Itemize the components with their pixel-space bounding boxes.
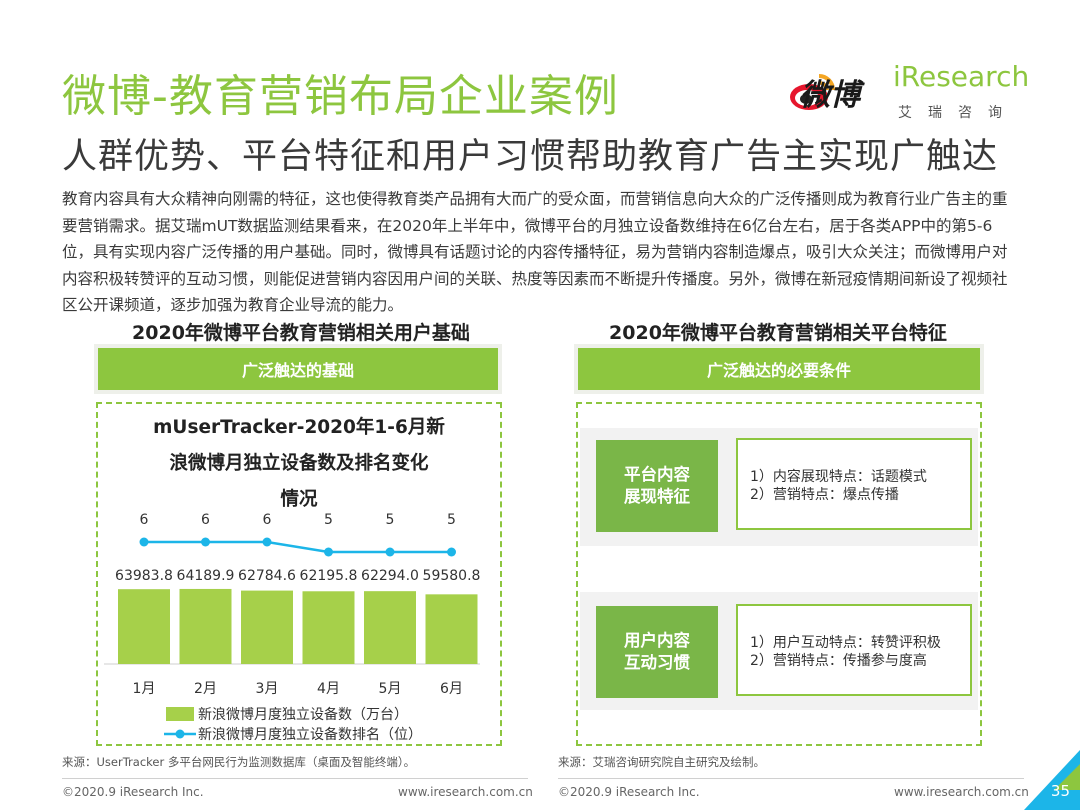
feature-desc-user-line-2: 2）营销特点：传播参与度高 xyxy=(750,653,927,669)
rank-point-4 xyxy=(324,547,333,557)
rank-point-2 xyxy=(201,537,210,547)
legend-line-marker xyxy=(175,729,185,739)
feature-desc-user-line-1: 1）用户互动特点：转赞评积极 xyxy=(750,635,941,651)
feature-label-user-line-2: 互动习惯 xyxy=(624,653,690,672)
bar-value-label-3: 62784.6 xyxy=(238,568,296,584)
bar-1 xyxy=(118,589,170,664)
x-tick-label-5: 5月 xyxy=(379,681,402,697)
right-banner: 广泛触达的必要条件 xyxy=(578,348,980,390)
x-tick-label-4: 4月 xyxy=(317,681,340,697)
weibo-logo-text: 微博 xyxy=(800,78,860,113)
feature-desc-platform-line-2: 2）营销特点：爆点传播 xyxy=(750,487,899,503)
x-tick-label-1: 1月 xyxy=(133,681,156,697)
feature-label-platform-line-1: 平台内容 xyxy=(624,465,690,484)
page-subtitle: 人群优势、平台特征和用户习惯帮助教育广告主实现广触达 xyxy=(62,137,999,177)
page-number: 35 xyxy=(1050,782,1070,800)
bar-5 xyxy=(364,591,416,664)
bar-value-label-5: 62294.0 xyxy=(361,568,419,584)
rank-point-5 xyxy=(385,547,395,557)
footer-copyright-left: ©2020.9 iResearch Inc. xyxy=(62,785,204,799)
rank-value-label-4: 5 xyxy=(324,512,333,528)
page-title: 微博-教育营销布局企业案例 xyxy=(62,71,619,122)
x-tick-label-6: 6月 xyxy=(440,681,463,697)
intro-paragraph: 教育内容具有大众精神向刚需的特征，这也使得教育类产品拥有大而广的受众面，而营销信… xyxy=(62,190,1008,314)
x-tick-label-3: 3月 xyxy=(256,681,279,697)
bar-value-label-1: 63983.8 xyxy=(115,568,173,584)
chart-title-line-1: mUserTracker-2020年1-6月新 xyxy=(153,417,445,438)
footer-copyright-right: ©2020.9 iResearch Inc. xyxy=(558,785,700,799)
footer-divider-right xyxy=(558,778,1024,779)
rank-value-label-2: 6 xyxy=(201,512,210,528)
feature-label-user-line-1: 用户内容 xyxy=(624,631,690,650)
rank-value-label-5: 5 xyxy=(386,512,395,528)
rank-value-label-6: 5 xyxy=(447,512,456,528)
footer-divider-left xyxy=(62,778,528,779)
feature-desc-platform-line-1: 1）内容展现特点：话题模式 xyxy=(750,469,927,485)
bar-6 xyxy=(425,594,478,664)
bar-3 xyxy=(241,590,293,664)
left-section-title: 2020年微博平台教育营销相关用户基础 xyxy=(132,322,470,344)
legend-bar-label: 新浪微博月度独立设备数（万台） xyxy=(198,706,408,723)
feature-desc-platform: 1）内容展现特点：话题模式 2）营销特点：爆点传播 xyxy=(736,438,972,530)
footer-url-left: www.iresearch.com.cn xyxy=(398,785,533,799)
rank-point-6 xyxy=(447,547,456,557)
right-source-note: 来源：艾瑞咨询研究院自主研究及绘制。 xyxy=(558,755,765,769)
weibo-eye-logo-icon xyxy=(790,74,835,110)
rank-value-label-3: 6 xyxy=(263,512,272,528)
x-tick-label-2: 2月 xyxy=(194,681,217,697)
feature-label-user: 用户内容 互动习惯 xyxy=(596,606,718,698)
iresearch-logo: iResearch xyxy=(893,60,1030,93)
bar-4 xyxy=(302,591,355,664)
page-corner-decoration xyxy=(1024,750,1080,810)
left-dashed-panel xyxy=(96,402,502,746)
feature-desc-user: 1）用户互动特点：转赞评积极 2）营销特点：传播参与度高 xyxy=(736,604,972,696)
bar-2 xyxy=(179,588,232,664)
iresearch-logo-sub: 艾瑞咨询 xyxy=(898,105,1018,121)
feature-label-platform-line-2: 展现特征 xyxy=(624,487,690,506)
feature-label-platform: 平台内容 展现特征 xyxy=(596,440,718,532)
left-source-note: 来源：UserTracker 多平台网民行为监测数据库（桌面及智能终端）。 xyxy=(62,755,416,769)
chart-title: mUserTracker-2020年1-6月新 浪微博月独立设备数及排名变化 情… xyxy=(110,410,488,518)
chart-title-line-3: 情况 xyxy=(280,489,318,510)
rank-value-label-1: 6 xyxy=(140,512,149,528)
right-dashed-panel xyxy=(576,402,982,746)
left-banner: 广泛触达的基础 xyxy=(98,348,498,390)
rank-point-3 xyxy=(262,537,272,547)
rank-point-1 xyxy=(139,537,149,547)
bar-value-label-4: 62195.8 xyxy=(300,568,358,584)
legend-bar-swatch xyxy=(166,707,194,721)
bar-value-label-6: 59580.8 xyxy=(423,568,481,584)
rank-line xyxy=(144,540,452,554)
device-chart: 63983.8 1月 64189.9 2月 62784.6 3月 62195.8 4月 6229… xyxy=(104,512,481,743)
footer-url-right: www.iresearch.com.cn xyxy=(894,785,1029,799)
bar-value-label-2: 64189.9 xyxy=(177,568,235,584)
right-section-title: 2020年微博平台教育营销相关平台特征 xyxy=(609,322,947,344)
chart-title-line-2: 浪微博月独立设备数及排名变化 xyxy=(169,453,429,474)
legend-line-label: 新浪微博月度独立设备数排名（位） xyxy=(198,726,422,743)
